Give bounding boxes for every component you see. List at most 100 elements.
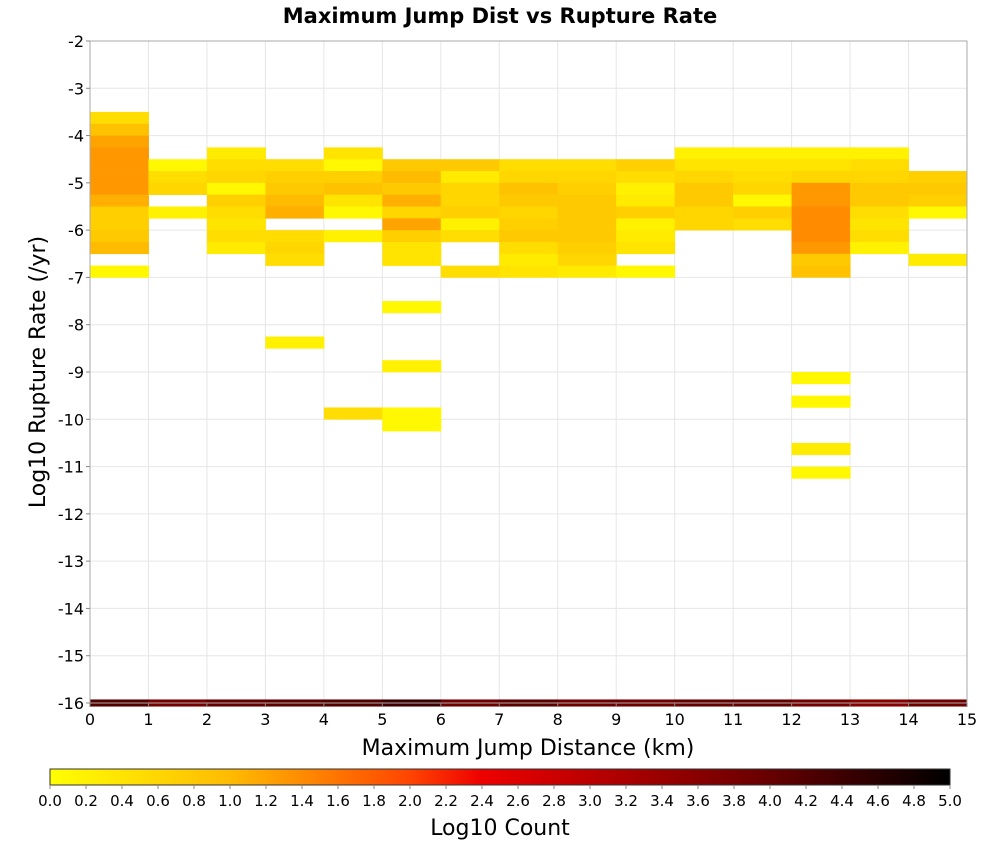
heatmap-cell (850, 230, 910, 243)
heatmap-cell (908, 253, 968, 266)
heatmap-cell (90, 206, 149, 219)
heatmap-cell (616, 159, 676, 172)
heatmap-cell (265, 159, 325, 172)
heatmap-cell (148, 159, 208, 172)
y-tick-label: -7 (68, 268, 84, 287)
heatmap-cell (674, 147, 734, 160)
heatmap-cell (323, 230, 383, 243)
heatmap-cell (206, 159, 266, 172)
y-tick-label: -4 (68, 127, 84, 146)
heatmap-cell (323, 182, 383, 195)
heatmap-cell (791, 372, 851, 385)
heatmap-cell (265, 206, 325, 219)
heatmap-cell (557, 253, 617, 266)
heatmap-cell (206, 171, 266, 184)
heatmap-cell (440, 218, 500, 231)
x-tick-label: 7 (494, 710, 504, 729)
y-axis-label: Log10 Rupture Rate (/yr) (26, 236, 51, 508)
colorbar-tick-label: 0.6 (146, 792, 170, 810)
colorbar-tick-label: 2.8 (542, 792, 566, 810)
heatmap-cell (733, 147, 793, 160)
heatmap-cell (90, 241, 149, 255)
x-tick-label: 8 (553, 710, 563, 729)
x-tick-label: 6 (436, 710, 446, 729)
heatmap-cell (616, 206, 676, 219)
heatmap-cell (674, 159, 734, 172)
y-tick-label: -11 (58, 458, 84, 477)
colorbar-ticks: 0.0 0.2 0.4 0.6 0.8 1.0 1.2 1.4 1.6 1.8 2.0 2.2 2.4 2… (38, 785, 962, 810)
heatmap-cell (850, 182, 910, 195)
heatmap-cell (791, 194, 851, 207)
colorbar-tick-label: 1.4 (290, 792, 314, 810)
heatmap-cell (323, 147, 383, 160)
heatmap-cell (148, 171, 208, 184)
heatmap-cell (90, 230, 149, 243)
x-tick-label: 11 (723, 710, 743, 729)
heatmap-cell (674, 206, 734, 219)
heatmap-cell (382, 194, 442, 207)
x-axis-label: Maximum Jump Distance (km) (362, 736, 695, 761)
heatmap-cell (616, 265, 676, 278)
y-tick-label: -15 (58, 647, 84, 666)
heatmap-cell (791, 253, 851, 266)
x-tick-label: 14 (898, 710, 918, 729)
heatmap-cell (382, 218, 442, 231)
x-tick-label: 15 (957, 710, 977, 729)
y-tick-label: -3 (68, 79, 84, 98)
heatmap-cell (265, 253, 325, 266)
x-tick-label: 13 (840, 710, 860, 729)
heatmap-cell (440, 159, 500, 172)
heatmap-cell (440, 206, 500, 219)
colorbar-tick-label: 4.0 (758, 792, 782, 810)
heatmap-cell (499, 159, 559, 172)
heatmap-cell (206, 218, 266, 231)
heatmap-cell (791, 230, 851, 243)
heatmap-cell (499, 182, 559, 195)
heatmap-cell (382, 419, 442, 432)
colorbar-tick-label: 1.2 (254, 792, 278, 810)
heatmap-cell (206, 230, 266, 243)
heatmap-cell (557, 171, 617, 184)
y-axis-ticks: -2 -3 -4 -5 -6 -7 -8 -9 -10 -11 -12 -13 -14 -15 -16 (58, 32, 90, 713)
colorbar-tick-label: 3.2 (614, 792, 638, 810)
y-tick-label: -9 (68, 363, 84, 382)
heatmap-cell (499, 241, 559, 255)
heatmap-cell (206, 147, 266, 160)
colorbar-tick-label: 1.0 (218, 792, 242, 810)
y-tick-label: -13 (58, 552, 84, 571)
heatmap-cell (557, 265, 617, 278)
heatmap-cell (674, 171, 734, 184)
heatmap-cell (382, 159, 442, 172)
heatmap-cell (382, 301, 442, 314)
heatmap-cell (557, 218, 617, 231)
heatmap-cell (382, 230, 442, 243)
heatmap-cell (499, 171, 559, 184)
heatmap-cell (206, 206, 266, 219)
heatmap-cell (90, 218, 149, 231)
x-tick-label: 12 (781, 710, 801, 729)
heatmap-cell (382, 206, 442, 219)
heatmap-cell (440, 230, 500, 243)
heatmap-cell (90, 194, 149, 207)
colorbar-tick-label: 3.0 (578, 792, 602, 810)
heatmap-cell (791, 241, 851, 255)
heatmap-cell (850, 241, 910, 255)
heatmap-cell (382, 407, 442, 420)
heatmap-cell (382, 171, 442, 184)
heatmap-cell (382, 182, 442, 195)
heatmap-cell (850, 206, 910, 219)
heatmap-cell (323, 206, 383, 219)
colorbar (49, 768, 951, 786)
heatmap-cell (382, 241, 442, 255)
y-tick-label: -2 (68, 32, 84, 51)
heatmap-cell (616, 241, 676, 255)
heatmap-cell (791, 218, 851, 231)
x-tick-label: 10 (664, 710, 684, 729)
heatmap-cell (616, 230, 676, 243)
colorbar-tick-label: 0.8 (182, 792, 206, 810)
heatmap-cell (440, 194, 500, 207)
heatmap-cell (733, 206, 793, 219)
x-tick-label: 4 (319, 710, 329, 729)
heatmap-cell (499, 253, 559, 266)
